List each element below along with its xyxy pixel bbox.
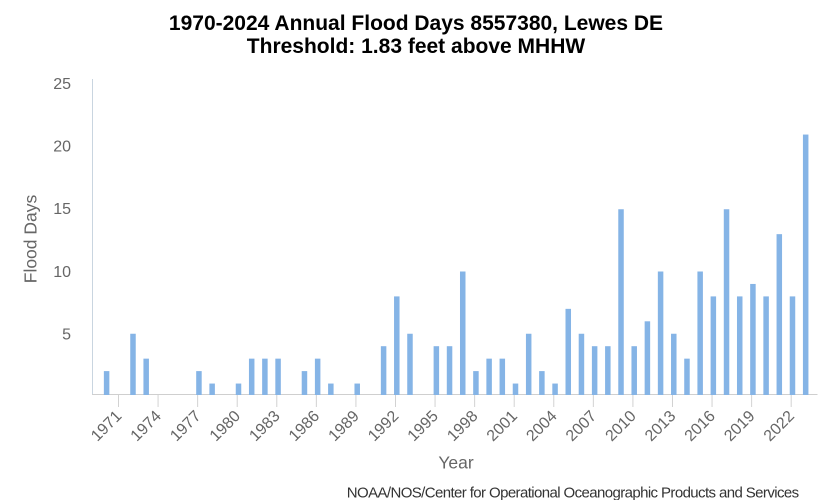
svg-text:2016: 2016 <box>682 408 719 445</box>
svg-text:2022: 2022 <box>761 408 798 445</box>
svg-text:Threshold: 1.83 feet above MHH: Threshold: 1.83 feet above MHHW <box>247 35 586 58</box>
svg-text:25: 25 <box>53 76 71 93</box>
svg-text:1998: 1998 <box>444 408 481 445</box>
svg-text:15: 15 <box>53 201 71 218</box>
svg-text:2010: 2010 <box>603 408 640 445</box>
svg-text:2019: 2019 <box>721 408 758 445</box>
svg-text:2007: 2007 <box>563 408 600 445</box>
svg-text:2013: 2013 <box>642 408 679 445</box>
svg-text:1980: 1980 <box>207 408 244 445</box>
svg-text:1974: 1974 <box>128 408 165 445</box>
svg-text:Year: Year <box>438 453 474 473</box>
svg-text:1989: 1989 <box>326 408 363 445</box>
svg-text:1983: 1983 <box>246 408 283 445</box>
svg-text:NOAA/NOS/Center for Operationa: NOAA/NOS/Center for Operational Oceanogr… <box>347 485 799 500</box>
svg-text:1977: 1977 <box>167 408 204 445</box>
svg-text:2001: 2001 <box>484 408 521 445</box>
svg-text:5: 5 <box>62 326 71 343</box>
svg-text:1986: 1986 <box>286 408 323 445</box>
svg-text:20: 20 <box>53 139 71 156</box>
svg-text:1970-2024 Annual Flood Days 85: 1970-2024 Annual Flood Days 8557380, Lew… <box>169 12 663 35</box>
svg-text:Flood Days: Flood Days <box>21 194 41 283</box>
svg-text:1992: 1992 <box>365 408 402 445</box>
svg-text:1995: 1995 <box>405 408 442 445</box>
svg-text:2004: 2004 <box>523 408 560 445</box>
svg-text:1971: 1971 <box>88 408 125 445</box>
svg-text:10: 10 <box>53 264 71 281</box>
